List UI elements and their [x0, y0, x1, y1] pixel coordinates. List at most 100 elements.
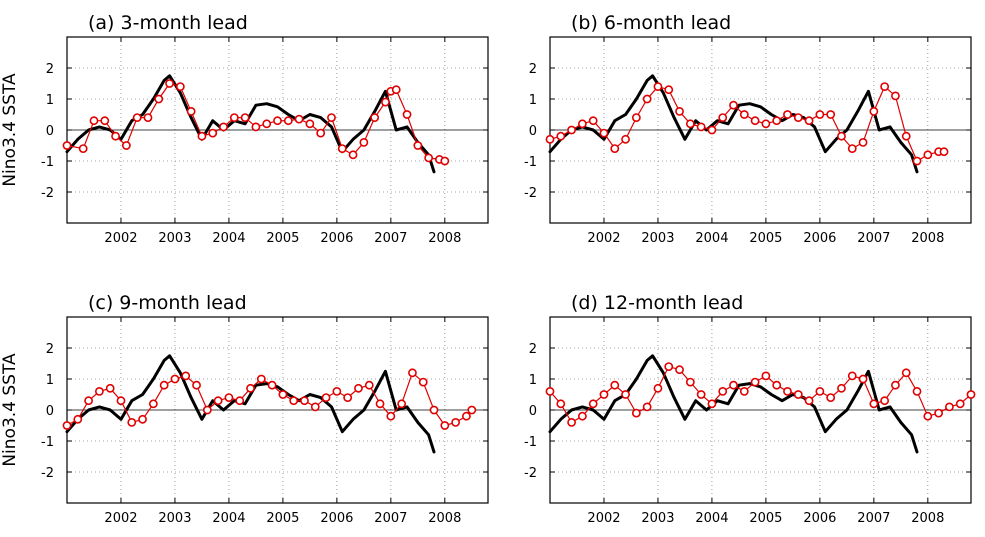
- x-tick-label: 2007: [857, 511, 890, 526]
- forecast-point: [588, 116, 598, 126]
- forecast-point: [685, 119, 695, 129]
- x-tick-label: 2004: [695, 231, 728, 246]
- x-tick-label: 2006: [320, 511, 353, 526]
- forecast-point: [370, 113, 380, 122]
- forecast-point: [111, 131, 120, 141]
- x-tick-label: 2007: [374, 511, 407, 526]
- observed-line: [65, 74, 436, 174]
- x-tick-label: 2005: [749, 511, 782, 526]
- forecast-point: [440, 156, 450, 166]
- forecast-point: [718, 386, 728, 396]
- forecast-point: [289, 396, 299, 406]
- forecast-point: [256, 374, 266, 384]
- observed-line: [548, 354, 919, 454]
- forecast-point: [375, 399, 385, 409]
- forecast-point: [354, 383, 363, 393]
- forecast-point: [413, 141, 423, 150]
- forecast-point: [696, 390, 706, 399]
- x-tick-label: 2005: [266, 231, 299, 246]
- forecast-point: [391, 85, 401, 95]
- forecast-point: [224, 393, 234, 402]
- forecast-point: [84, 396, 93, 406]
- forecast-point: [300, 396, 309, 406]
- forecast-point: [837, 131, 846, 141]
- forecast-point: [804, 116, 814, 126]
- forecast-point: [321, 393, 331, 402]
- panel-title: (c) 9-month lead: [88, 292, 247, 314]
- forecast-point: [240, 113, 250, 122]
- x-tick-label: 2005: [749, 231, 782, 246]
- forecast-point: [348, 150, 358, 160]
- forecast-point: [556, 131, 566, 141]
- forecast-point: [631, 113, 641, 122]
- forecast-point: [235, 396, 245, 406]
- forecast-point: [381, 97, 390, 107]
- forecast-point: [912, 386, 922, 396]
- forecast-point: [729, 100, 738, 110]
- forecast-point: [197, 131, 207, 141]
- forecast-point: [621, 134, 630, 144]
- forecast-point: [159, 380, 169, 390]
- forecast-point: [923, 150, 933, 160]
- observed-line: [548, 74, 919, 174]
- forecast-point: [729, 380, 738, 390]
- forecast-point: [772, 116, 782, 126]
- forecast-point: [332, 386, 342, 396]
- forecast-point: [869, 107, 879, 116]
- x-tick-label: 2003: [641, 511, 674, 526]
- forecast-point: [891, 380, 900, 390]
- forecast-point: [945, 402, 954, 412]
- forecast-point: [62, 421, 72, 430]
- x-tick-label: 2005: [266, 511, 299, 526]
- forecast-point: [273, 116, 282, 126]
- forecast-point: [418, 377, 428, 387]
- forecast-point: [359, 137, 369, 147]
- y-tick-label: 1: [46, 373, 54, 388]
- forecast-point: [343, 393, 353, 402]
- y-tick-label: 2: [46, 62, 54, 77]
- forecast-point: [707, 399, 717, 409]
- forecast-point: [305, 119, 315, 129]
- forecast-point: [837, 383, 846, 393]
- y-tick-label: -1: [41, 155, 54, 170]
- forecast-point: [327, 113, 336, 122]
- forecast-point: [685, 377, 695, 387]
- forecast-point: [621, 390, 630, 399]
- forecast-point: [891, 91, 900, 101]
- y-tick-label: -1: [524, 435, 537, 450]
- forecast-point: [192, 380, 201, 390]
- forecast-point: [599, 128, 609, 138]
- forecast-point: [462, 411, 471, 421]
- y-tick-label: -2: [41, 186, 54, 201]
- panel-1: 2002 2003 2004 2005 2006 2007 2008 -2 -1 0 1 2 (a) 3…: [0, 12, 489, 246]
- forecast-point: [246, 383, 255, 393]
- y-tick-label: 2: [529, 342, 537, 357]
- y-tick-label: 2: [46, 342, 54, 357]
- x-tick-label: 2008: [428, 511, 461, 526]
- forecast-point: [718, 113, 728, 122]
- forecast-point: [138, 414, 147, 424]
- forecast-point: [955, 399, 965, 409]
- forecast-point: [912, 156, 922, 166]
- forecast-point: [642, 402, 652, 412]
- forecast-point: [815, 110, 825, 119]
- x-tick-label: 2006: [803, 511, 836, 526]
- y-tick-label: -2: [524, 186, 537, 201]
- forecast-point: [229, 113, 239, 122]
- forecast-point: [78, 144, 88, 153]
- forecast-point: [181, 371, 191, 381]
- forecast-point: [783, 110, 792, 119]
- forecast-point: [761, 371, 771, 381]
- forecast-point: [567, 417, 576, 427]
- forecast-point: [826, 110, 836, 119]
- x-tick-label: 2003: [641, 231, 674, 246]
- forecast-point: [610, 380, 620, 390]
- forecast-point: [294, 114, 304, 124]
- x-tick-label: 2002: [104, 231, 137, 246]
- y-tick-label: 1: [46, 93, 54, 108]
- forecast-point: [793, 113, 803, 122]
- forecast-point: [966, 390, 976, 399]
- forecast-point: [148, 399, 158, 409]
- x-tick-label: 2006: [803, 231, 836, 246]
- forecast-point: [934, 408, 944, 418]
